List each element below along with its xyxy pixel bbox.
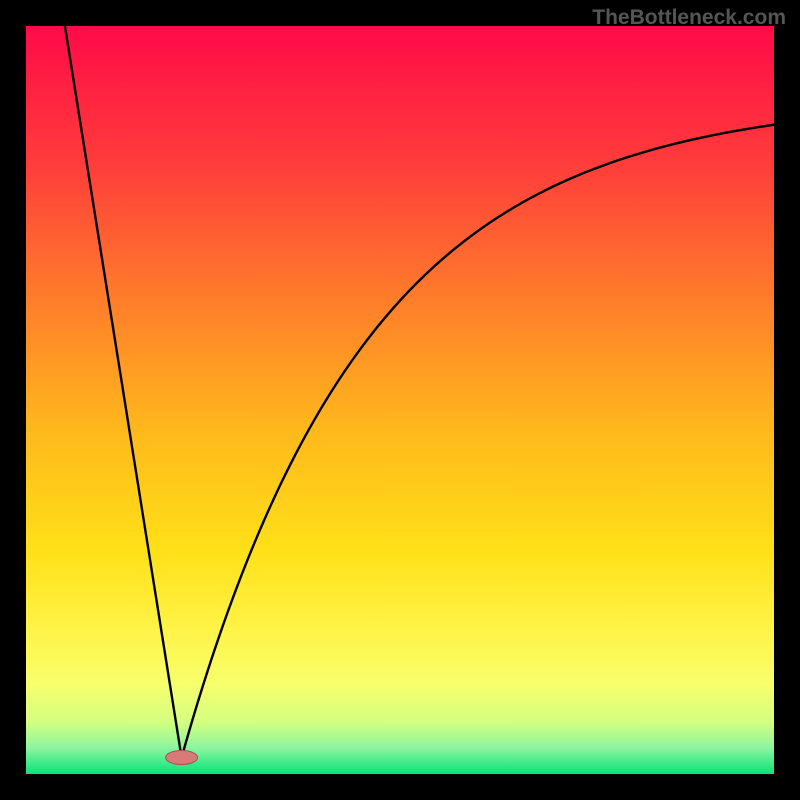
plot-background [26, 26, 774, 774]
dip-marker [166, 751, 198, 765]
chart-svg [0, 0, 800, 800]
chart-stage: TheBottleneck.com [0, 0, 800, 800]
watermark-text: TheBottleneck.com [592, 6, 786, 30]
